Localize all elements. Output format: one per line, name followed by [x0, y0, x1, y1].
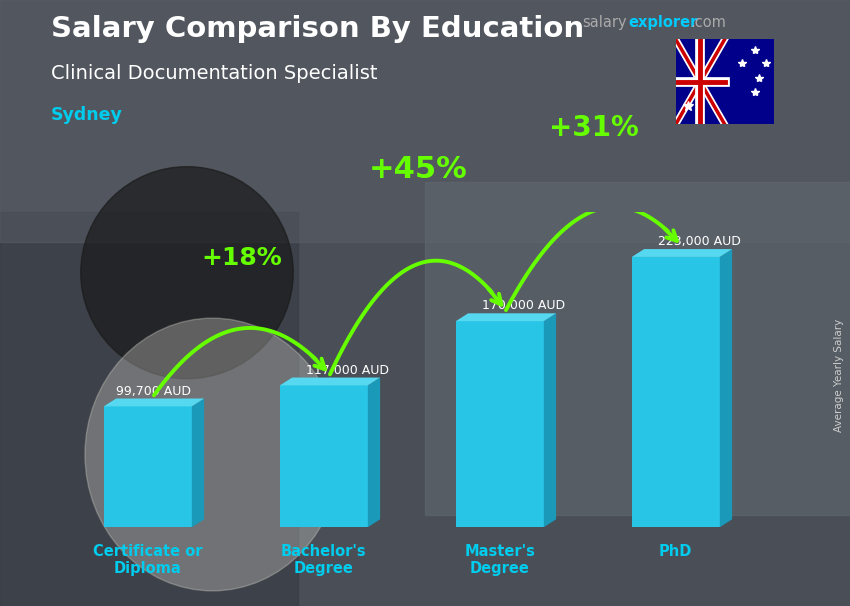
Bar	[280, 385, 368, 527]
Bar	[0, 212, 298, 606]
Polygon shape	[368, 378, 380, 527]
Bar	[104, 407, 192, 527]
Text: Sydney: Sydney	[51, 106, 123, 124]
Text: 223,000 AUD: 223,000 AUD	[658, 235, 741, 248]
Ellipse shape	[81, 167, 293, 379]
Bar	[425, 182, 850, 515]
Bar	[632, 257, 720, 527]
Polygon shape	[456, 313, 556, 321]
Polygon shape	[192, 399, 204, 527]
Bar	[456, 321, 544, 527]
Text: 99,700 AUD: 99,700 AUD	[116, 385, 191, 398]
Text: salary: salary	[582, 15, 626, 30]
Text: explorer: explorer	[628, 15, 698, 30]
Bar	[724, 39, 774, 124]
Text: Average Yearly Salary: Average Yearly Salary	[834, 319, 844, 432]
Text: Clinical Documentation Specialist: Clinical Documentation Specialist	[51, 64, 377, 82]
Polygon shape	[280, 378, 380, 385]
Text: Salary Comparison By Education: Salary Comparison By Education	[51, 15, 584, 43]
Text: +18%: +18%	[201, 247, 282, 270]
Text: 117,000 AUD: 117,000 AUD	[306, 364, 389, 376]
Text: 170,000 AUD: 170,000 AUD	[482, 299, 565, 312]
Text: +45%: +45%	[369, 155, 468, 184]
Ellipse shape	[85, 318, 340, 591]
Polygon shape	[544, 313, 556, 527]
Text: .com: .com	[690, 15, 726, 30]
Bar	[0, 0, 850, 242]
Polygon shape	[632, 249, 732, 257]
Polygon shape	[720, 249, 732, 527]
Polygon shape	[104, 399, 204, 407]
Text: +31%: +31%	[549, 114, 639, 142]
